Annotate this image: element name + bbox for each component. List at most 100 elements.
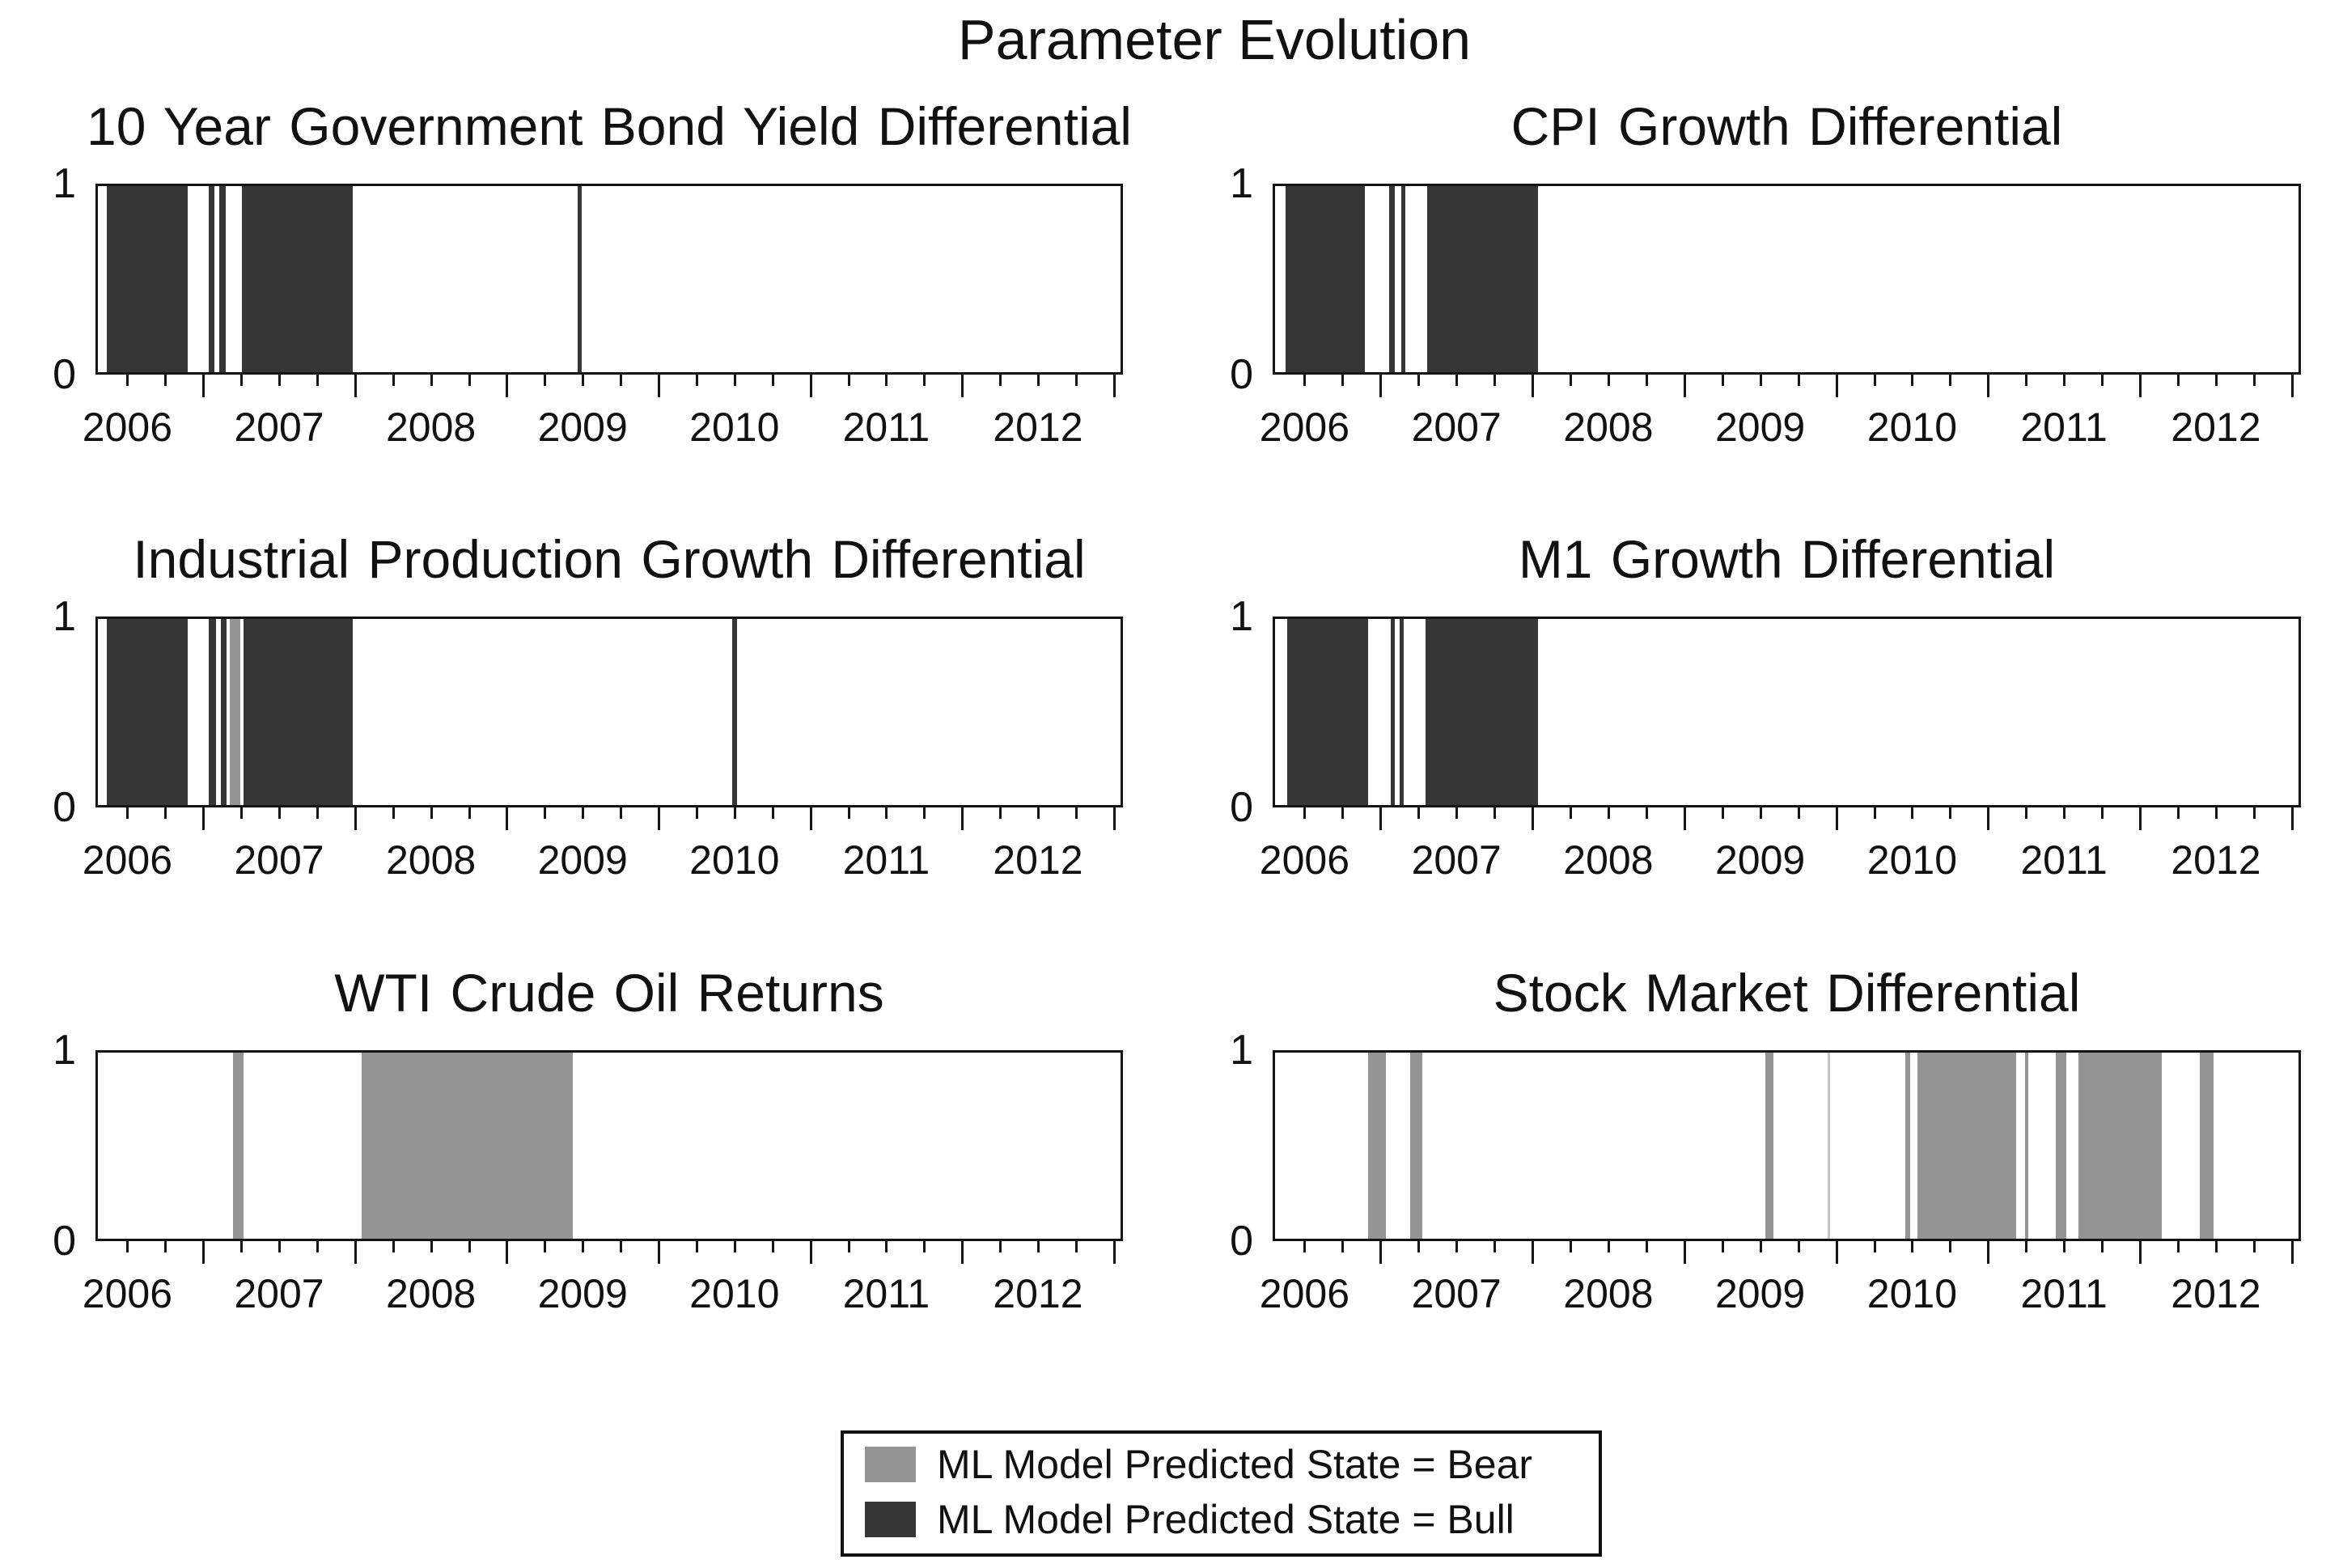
subplot-wti-crude-oil-returns: WTI Crude Oil Returns 1 0 2006 2007 2008 20…: [53, 964, 1123, 1316]
x-tick: [1570, 807, 1572, 819]
legend-item-bear: ML Model Predicted State = Bear: [865, 1442, 1532, 1487]
x-tick: [2176, 375, 2180, 386]
x-tick: [2101, 375, 2104, 386]
x-tick: [771, 807, 774, 819]
y-tick-label-zero: 0: [53, 1218, 76, 1265]
x-tick: [468, 807, 471, 819]
x-tick-label: 2009: [537, 837, 628, 883]
x-tick-label: 2012: [2171, 405, 2261, 450]
x-axis: 2006 2007 2008 2009 2010 2011 2012: [83, 1241, 1123, 1338]
x-tick: [999, 1241, 1002, 1252]
x-axis: 2006 2007 2008 2009 2010 2011 2012: [1260, 1241, 2301, 1338]
x-tick: [1949, 807, 1952, 819]
x-tick-label: 2009: [1714, 837, 1806, 883]
x-tick-label: 2011: [2020, 1271, 2108, 1316]
x-tick-label: 2008: [385, 405, 477, 450]
x-tick-label: 2009: [1714, 405, 1806, 450]
x-tick: [847, 375, 850, 386]
x-tick-label: 2010: [689, 837, 780, 883]
x-tick: [1645, 375, 1648, 386]
regime-bar-bear: [1917, 1053, 2017, 1239]
x-tick: [354, 375, 357, 397]
x-tick-label: 2006: [82, 1271, 172, 1316]
x-tick: [1341, 1241, 1345, 1252]
x-tick: [923, 375, 926, 386]
x-tick: [1721, 807, 1724, 819]
x-tick-label: 2012: [993, 1271, 1083, 1316]
x-tick: [164, 1241, 167, 1252]
x-tick: [240, 375, 244, 386]
x-tick-label: 2006: [82, 405, 172, 450]
regime-bar-bull: [219, 186, 226, 372]
x-tick: [1074, 375, 1078, 386]
x-tick: [2214, 807, 2218, 819]
x-tick: [392, 807, 395, 819]
x-tick: [1455, 807, 1459, 819]
x-tick: [1873, 1241, 1876, 1252]
x-axis: 2006 2007 2008 2009 2010 2011 2012: [83, 375, 1123, 472]
plot-area: [95, 617, 1123, 807]
regime-bar-bull: [1390, 619, 1396, 805]
x-tick: [1835, 1241, 1838, 1264]
x-tick: [126, 1241, 129, 1252]
x-tick: [1417, 375, 1421, 386]
x-tick-label: 2008: [1563, 405, 1654, 450]
x-tick: [1607, 807, 1610, 819]
x-tick: [506, 807, 509, 830]
y-tick-label-one: 1: [53, 1027, 76, 1074]
x-tick: [582, 807, 585, 819]
x-tick: [354, 807, 357, 830]
regime-bar-bear: [1905, 1053, 1910, 1239]
x-tick-label: 2010: [1866, 837, 1957, 883]
x-tick: [999, 807, 1002, 819]
regime-bar-bull: [1388, 186, 1396, 372]
x-tick: [847, 1241, 850, 1252]
x-tick-label: 2012: [2171, 837, 2261, 883]
x-tick: [2101, 1241, 2104, 1252]
x-tick-label: 2011: [2020, 405, 2108, 450]
x-tick: [1417, 807, 1421, 819]
x-tick: [885, 375, 888, 386]
subplot-cpi-growth-differential: CPI Growth Differential 1 0 2006 2007 2008…: [1230, 98, 2301, 449]
x-tick: [1532, 375, 1534, 397]
subplot-m1-growth-differential: M1 Growth Differential 1 0 2006 2007 2008 2…: [1230, 531, 2301, 882]
regime-bar-bull: [208, 186, 215, 372]
regime-bar-bear: [1765, 1053, 1773, 1239]
regime-bar-bear: [2078, 1053, 2163, 1239]
x-axis: 2006 2007 2008 2009 2010 2011 2012: [83, 807, 1123, 905]
x-tick: [1607, 1241, 1610, 1252]
y-tick-label-zero: 0: [1230, 784, 1253, 831]
x-tick: [126, 375, 129, 386]
x-tick: [1607, 375, 1610, 386]
x-tick: [392, 375, 395, 386]
x-tick: [1074, 1241, 1078, 1252]
x-tick: [202, 807, 205, 830]
x-tick: [430, 375, 433, 386]
subplot-title: M1 Growth Differential: [1518, 529, 2056, 589]
x-tick: [1911, 1241, 1914, 1252]
x-tick-label: 2010: [689, 405, 780, 450]
x-tick-label: 2012: [993, 405, 1083, 450]
x-tick: [316, 1241, 319, 1252]
regime-bar-bull: [1399, 619, 1405, 805]
x-tick: [695, 375, 698, 386]
x-tick: [2139, 1241, 2142, 1264]
x-tick: [2063, 375, 2066, 386]
regime-bar-bull: [1286, 186, 1365, 372]
regime-bar-bull: [107, 619, 188, 805]
x-tick: [1036, 1241, 1040, 1252]
regime-bar-bear: [230, 619, 241, 805]
x-tick: [1341, 375, 1345, 386]
regime-bar-bull: [1426, 186, 1538, 372]
subplot-industrial-production-differential: Industrial Production Growth Differentia…: [53, 531, 1123, 882]
x-tick: [1835, 807, 1838, 830]
x-tick-label: 2007: [1411, 1271, 1502, 1316]
x-tick: [2214, 375, 2218, 386]
x-tick-label: 2007: [234, 405, 324, 450]
x-tick-label: 2006: [1259, 837, 1349, 883]
x-tick: [278, 375, 281, 386]
x-tick: [544, 807, 547, 819]
y-tick-label-one: 1: [1230, 593, 1253, 640]
x-tick-label: 2006: [1259, 1271, 1349, 1316]
x-tick: [1303, 807, 1307, 819]
